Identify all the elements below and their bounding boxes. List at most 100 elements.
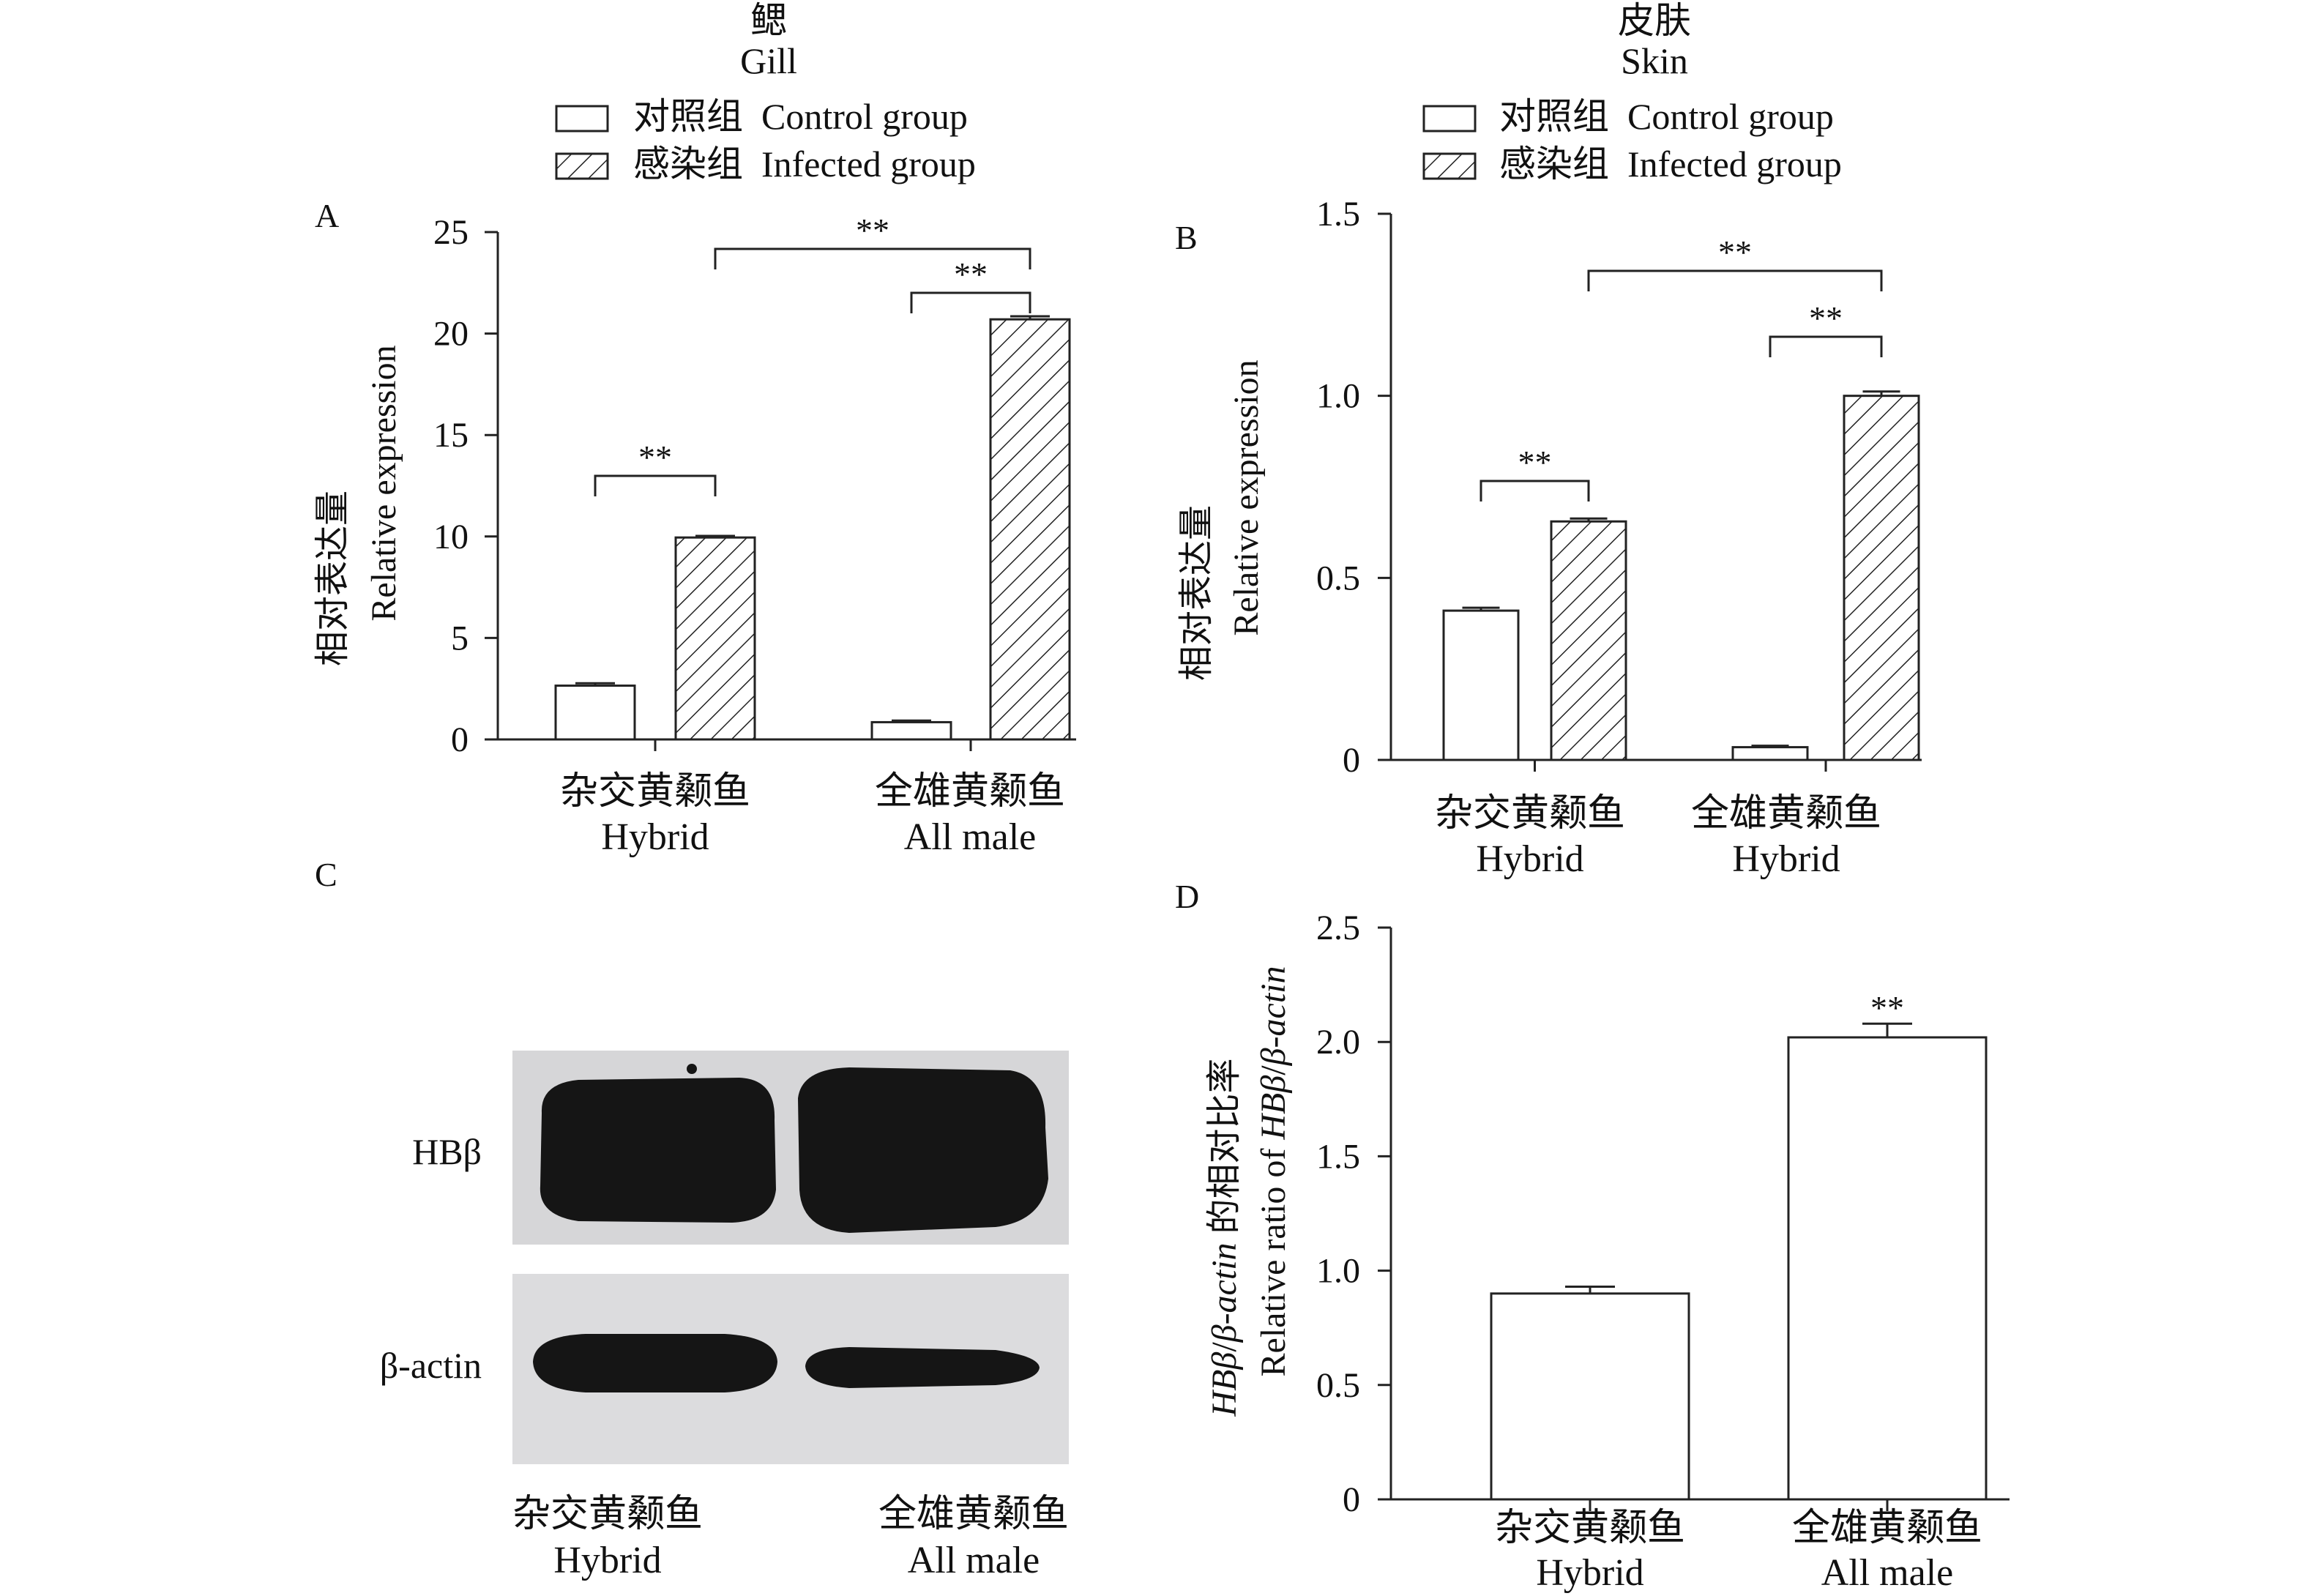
significance-label: ** xyxy=(1718,234,1752,271)
panel-b-title-en: Skin xyxy=(1621,40,1688,81)
legend-control-en: Control group xyxy=(1627,96,1834,137)
ylabel-actin: β-actin xyxy=(1205,1242,1244,1343)
panel-b-plot: 0 0.5 1.0 1.5 ** ** ** xyxy=(1316,195,1922,780)
significance-label: ** xyxy=(638,439,672,476)
blot-label-hbb: HBβ xyxy=(412,1131,482,1172)
panel-a-title-en: Gill xyxy=(740,40,797,81)
significance-label: ** xyxy=(856,212,889,249)
panel-b-skin-chart: B 皮肤 Skin 对照组 Control group 感染组 Infected… xyxy=(1175,0,1922,880)
panel-a-title-zh: 鳃 xyxy=(750,0,787,41)
y-tick-label: 0.5 xyxy=(1316,559,1360,597)
significance-bracket xyxy=(714,247,1031,269)
legend-control-swatch xyxy=(555,105,609,133)
ylabel-slash: / xyxy=(1205,1342,1244,1352)
y-tick-label: 1.5 xyxy=(1316,1137,1360,1176)
panel-c-western-blot: C HBβ β-actin 杂交黄颡鱼 Hybrid 全雄黄颡鱼 All mal… xyxy=(315,856,1069,1581)
legend-infected-swatch xyxy=(1422,152,1477,180)
panel-b-ylabel-zh: 相对表达量 xyxy=(1177,505,1216,681)
blot-membrane-actin xyxy=(512,1274,1069,1464)
panel-b-ylabel-en: Relative expression xyxy=(1227,359,1266,635)
significance-bracket xyxy=(1769,335,1883,357)
legend-infected-en: Infected group xyxy=(761,143,976,184)
significance-label: ** xyxy=(1518,444,1552,481)
y-tick-label: 15 xyxy=(433,416,469,455)
panel-d-category-hybrid-zh: 杂交黄颡鱼 xyxy=(1495,1507,1685,1549)
blot-label-actin: β-actin xyxy=(380,1345,482,1386)
y-tick-label: 2.0 xyxy=(1316,1023,1360,1062)
blot-lane-hybrid-zh: 杂交黄颡鱼 xyxy=(512,1494,703,1535)
panel-a-label: A xyxy=(315,197,339,234)
significance-bracket xyxy=(910,291,1031,313)
blot-membrane-hbb xyxy=(512,1051,1069,1245)
panel-d-ratio-chart: D HBβ/β-actin 的相对比率 Relative ratio of HB… xyxy=(1175,878,2010,1594)
bar-control xyxy=(1731,746,1809,761)
legend-control-en: Control group xyxy=(761,96,968,137)
panel-a-category-hybrid-en: Hybrid xyxy=(601,816,709,858)
panel-a-legend: 对照组 Control group 感染组 Infected group xyxy=(555,96,976,184)
panel-b-category-1-en: Hybrid xyxy=(1476,838,1583,880)
legend-infected-swatch xyxy=(555,152,609,180)
bar-control xyxy=(554,685,636,741)
blot-lane-hybrid-en: Hybrid xyxy=(553,1540,661,1581)
significance-bracket xyxy=(594,474,717,496)
panel-d-category-hybrid-en: Hybrid xyxy=(1536,1552,1643,1594)
significance-bracket xyxy=(1587,269,1883,291)
panel-a-ylabel-en: Relative expression xyxy=(365,345,403,621)
panel-b-category-2-zh: 全雄黄颡鱼 xyxy=(1691,793,1881,835)
panel-b-legend: 对照组 Control group 感染组 Infected group xyxy=(1422,96,1842,184)
panel-a-ylabel-zh: 相对表达量 xyxy=(313,491,352,666)
panel-a-plot: 0 5 10 15 20 25 ** ** ** xyxy=(433,212,1076,759)
bar-control xyxy=(1787,1036,1988,1501)
y-tick-label: 0 xyxy=(1343,1480,1360,1519)
panel-b-label: B xyxy=(1175,219,1198,256)
y-tick-label: 0.5 xyxy=(1316,1366,1360,1405)
legend-control-swatch xyxy=(1422,105,1477,133)
panel-c-label: C xyxy=(315,856,337,893)
panel-b-title-zh: 皮肤 xyxy=(1618,0,1691,41)
bar-infected xyxy=(1550,520,1627,761)
bar-infected xyxy=(674,536,756,741)
ylabel-hbb: HBβ xyxy=(1254,1075,1293,1141)
blot-lane-allmale-zh: 全雄黄颡鱼 xyxy=(878,1494,1069,1535)
panel-d-label: D xyxy=(1175,878,1199,915)
legend-control-zh: 对照组 xyxy=(633,96,743,137)
significance-label: ** xyxy=(1809,299,1843,337)
ylabel-zh: 的相对比率 xyxy=(1205,1058,1244,1242)
legend-infected-zh: 感染组 xyxy=(1499,143,1609,184)
panel-a-category-hybrid-zh: 杂交黄颡鱼 xyxy=(560,771,750,813)
y-tick-label: 1.0 xyxy=(1316,377,1360,416)
panel-d-ylabel-line2: Relative ratio of HBβ/β-actin xyxy=(1254,966,1293,1377)
panel-d-plot: 0 0.5 1.0 1.5 2.0 2.5 ** xyxy=(1316,909,2010,1519)
ylabel-hbb: HBβ xyxy=(1205,1352,1244,1417)
y-tick-label: 0 xyxy=(451,720,469,759)
significance-bracket xyxy=(1480,480,1590,501)
y-tick-label: 1.0 xyxy=(1316,1252,1360,1291)
significance-label: ** xyxy=(954,256,988,293)
significance-label: ** xyxy=(1870,989,1904,1026)
panel-a-category-allmale-en: All male xyxy=(904,816,1037,858)
y-tick-label: 2.5 xyxy=(1316,909,1360,947)
legend-infected-en: Infected group xyxy=(1627,143,1842,184)
y-tick-label: 0 xyxy=(1343,741,1360,780)
panel-a-gill-chart: A 鳃 Gill 对照组 Control group 感染组 Infected … xyxy=(313,0,1076,858)
blot-artifact xyxy=(687,1064,697,1074)
ylabel-prefix: Relative ratio of xyxy=(1254,1140,1293,1377)
y-tick-label: 25 xyxy=(433,213,469,252)
panel-b-category-2-en: Hybrid xyxy=(1732,838,1840,880)
panel-d-ylabel-line1: HBβ/β-actin 的相对比率 xyxy=(1205,1058,1244,1417)
actin-band-allmale xyxy=(805,1347,1040,1388)
panel-d-category-allmale-zh: 全雄黄颡鱼 xyxy=(1792,1507,1982,1549)
hbb-band-allmale xyxy=(798,1067,1048,1233)
bar-infected xyxy=(989,318,1071,741)
bar-control xyxy=(870,720,952,741)
blot-lane-allmale-en: All male xyxy=(908,1540,1040,1581)
y-tick-label: 5 xyxy=(451,619,469,657)
panel-a-category-allmale-zh: 全雄黄颡鱼 xyxy=(875,771,1065,813)
y-tick-label: 1.5 xyxy=(1316,195,1360,234)
bar-control xyxy=(1442,609,1520,761)
panel-b-category-1-zh: 杂交黄颡鱼 xyxy=(1435,793,1625,835)
hbb-band-hybrid xyxy=(540,1078,776,1223)
legend-control-zh: 对照组 xyxy=(1499,96,1609,137)
y-tick-label: 10 xyxy=(433,518,469,556)
